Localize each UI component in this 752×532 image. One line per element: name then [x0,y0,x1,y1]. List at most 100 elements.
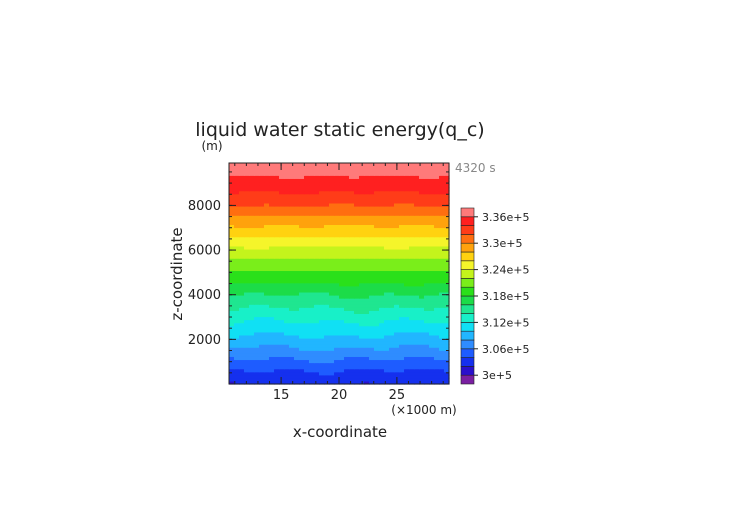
contour-cell [304,322,310,327]
contour-cell [299,255,305,259]
contour-cell [259,270,265,275]
contour-cell [339,368,345,373]
contour-cell [424,215,430,219]
contour-cell [359,178,365,183]
contour-cell [269,285,275,290]
contour-cell [324,181,330,186]
contour-cell [234,322,240,327]
contour-cell [249,316,255,321]
contour-cell [294,218,300,222]
contour-cell [429,215,435,219]
contour-cell [354,252,360,256]
contour-cell [389,356,395,361]
contour-cell [419,319,425,324]
contour-cell [374,337,380,342]
contour-cell [364,199,370,204]
contour-cell [269,298,275,302]
contour-cell [434,212,440,216]
contour-cell [254,374,260,379]
contour-cell [359,175,365,179]
contour-cell [364,301,370,305]
contour-cell [424,261,430,265]
contour-cell [274,285,280,290]
contour-cell [379,282,385,287]
contour-cell [344,291,350,296]
contour-cell [439,242,445,247]
contour-cell [304,193,310,198]
contour-cell [384,344,390,348]
contour-cell [319,221,325,225]
contour-cell [289,209,295,213]
contour-cell [434,359,440,364]
contour-cell [314,199,320,204]
contour-cell [254,313,260,318]
contour-cell [239,304,245,308]
contour-cell [339,221,345,225]
contour-cell [444,264,450,268]
contour-cell [314,184,320,189]
contour-cell [354,193,360,198]
contour-cell [404,313,410,318]
contour-cell [309,190,315,195]
contour-cell [244,325,250,330]
contour-cell [389,298,395,302]
contour-cell [434,301,440,305]
contour-cell [379,374,385,379]
contour-cell [314,178,320,183]
contour-cell [334,267,340,272]
contour-cell [319,310,325,314]
contour-cell [344,209,350,213]
contour-cell [329,347,335,351]
contour-cell [289,313,295,318]
contour-cell [259,248,265,253]
contour-cell [394,288,400,293]
contour-cell [239,178,245,183]
contour-cell [394,298,400,302]
contour-cell [309,298,315,302]
contour-cell [264,245,270,250]
contour-cell [354,202,360,207]
contour-cell [349,319,355,324]
contour-cell [304,288,310,293]
contour-cell [284,193,290,198]
contour-cell [369,248,375,253]
colorbar-swatch [460,278,475,288]
contour-cell [409,288,415,293]
contour-cell [389,368,395,373]
contour-cell [389,337,395,342]
contour-cell [369,212,375,216]
contour-cell [284,184,290,189]
contour-cell [294,184,300,189]
contour-cell [394,310,400,314]
contour-cell [374,163,380,167]
contour-cell [339,255,345,259]
contour-cell [414,224,420,229]
colorbar-swatch [460,216,475,226]
contour-cell [314,187,320,192]
contour-cell [239,172,245,176]
contour-cell [434,169,440,173]
contour-cell [364,273,370,278]
contour-cell [439,288,445,293]
contour-cell [414,267,420,272]
contour-cell [239,307,245,311]
contour-cell [369,166,375,170]
contour-cell [419,205,425,210]
contour-cell [329,307,335,311]
contour-cell [429,252,435,256]
contour-cell [229,291,235,296]
contour-cell [234,368,240,373]
contour-cell [384,270,390,275]
contour-cell [389,248,395,253]
contour-cell [439,245,445,250]
contour-cell [439,248,445,253]
contour-cell [444,288,450,293]
contour-cell [379,347,385,351]
contour-cell [329,377,335,382]
contour-cell [354,298,360,302]
contour-cell [244,285,250,290]
contour-cell [374,218,380,222]
contour-cell [364,362,370,367]
contour-cell [244,248,250,253]
contour-cell [289,374,295,379]
